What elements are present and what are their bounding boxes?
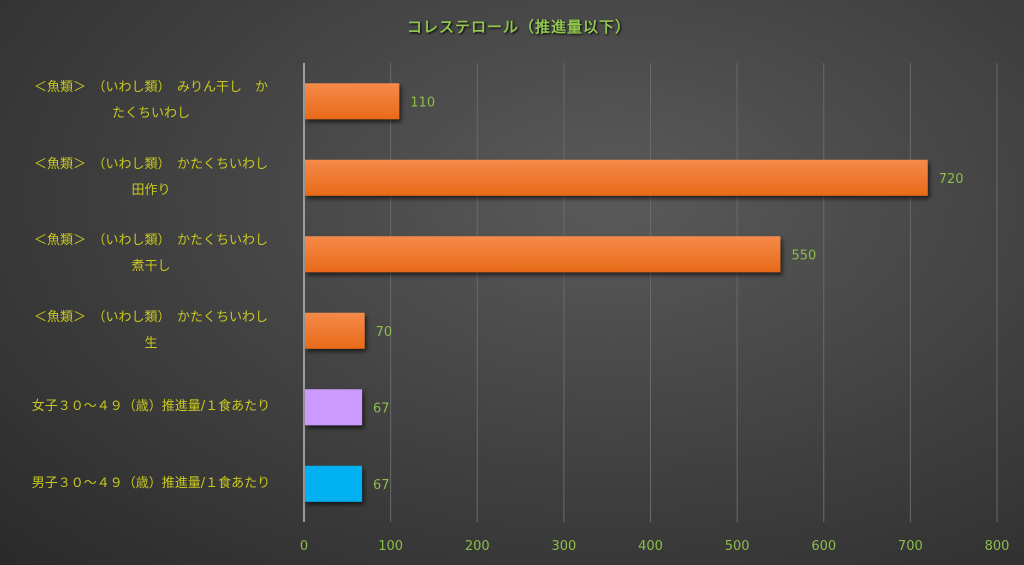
bar: [305, 236, 781, 273]
data-label: 70: [376, 325, 393, 340]
x-tick-label: 400: [638, 539, 663, 554]
x-tick-label: 200: [465, 539, 490, 554]
x-tick-label: 800: [985, 539, 1010, 554]
x-tick-label: 600: [811, 539, 836, 554]
x-tick-label: 300: [551, 539, 576, 554]
bar: [305, 159, 928, 196]
category-label: 女子３０～４９（歳）推進量/１食あたり: [31, 399, 271, 415]
x-tick-label: 500: [725, 539, 750, 554]
x-tick-label: 700: [898, 539, 923, 554]
data-label: 110: [410, 95, 435, 110]
bar: [305, 465, 363, 502]
category-label: ＜魚類＞ （いわし類） かたくちいわし 田作り: [33, 156, 268, 198]
chart-title: コレステロール（推進量以下）: [406, 18, 631, 36]
bar: [305, 389, 363, 426]
data-label: 67: [373, 478, 390, 493]
x-tick-label: 0: [300, 539, 308, 554]
data-label: 67: [373, 401, 390, 416]
bar: [305, 83, 400, 120]
x-tick-label: 100: [378, 539, 403, 554]
category-label: 男子３０～４９（歳）推進量/１食あたり: [31, 475, 271, 491]
category-label: ＜魚類＞ （いわし類） かたくちいわし 生: [33, 309, 268, 351]
category-label: ＜魚類＞ （いわし類） みりん干し か たくちいわし: [33, 80, 268, 122]
category-label: ＜魚類＞ （いわし類） かたくちいわし 煮干し: [33, 233, 268, 275]
data-label: 720: [939, 172, 964, 187]
data-label: 550: [791, 248, 816, 263]
bar: [305, 312, 365, 349]
